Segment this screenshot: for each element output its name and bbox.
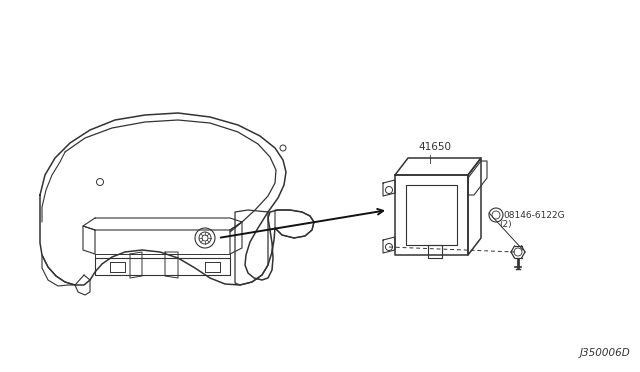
Text: 08146-6122G: 08146-6122G <box>503 211 564 219</box>
Text: (2): (2) <box>499 221 511 230</box>
Text: J350006D: J350006D <box>579 348 630 358</box>
Text: 41650: 41650 <box>418 142 451 152</box>
